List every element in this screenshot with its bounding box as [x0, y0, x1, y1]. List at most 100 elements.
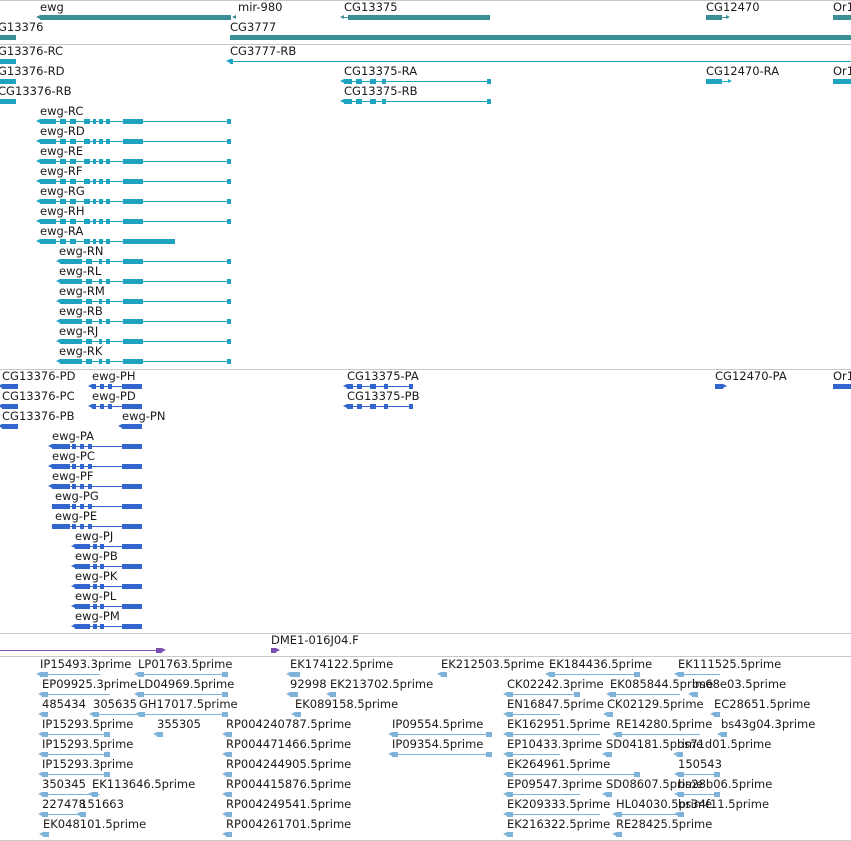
- est-glyph[interactable]: [222, 732, 232, 737]
- transcript-glyph[interactable]: [833, 79, 851, 84]
- est-glyph[interactable]: [674, 672, 720, 677]
- protein-glyph[interactable]: [71, 544, 142, 549]
- est-glyph[interactable]: [503, 752, 560, 757]
- est-glyph[interactable]: [545, 672, 640, 677]
- protein-glyph[interactable]: [118, 424, 142, 429]
- est-glyph[interactable]: [674, 812, 684, 817]
- est-glyph[interactable]: [134, 672, 228, 677]
- gene-glyph[interactable]: [706, 15, 730, 20]
- est-glyph[interactable]: [135, 712, 228, 717]
- est-glyph[interactable]: [88, 792, 98, 797]
- protein-glyph[interactable]: [71, 584, 142, 589]
- est-glyph[interactable]: [36, 672, 100, 677]
- est-glyph[interactable]: [222, 772, 232, 777]
- transcript-glyph[interactable]: [36, 239, 175, 244]
- protein-glyph[interactable]: [88, 384, 142, 389]
- est-glyph[interactable]: [503, 732, 600, 737]
- est-glyph[interactable]: [612, 832, 622, 837]
- est-glyph[interactable]: [39, 832, 49, 837]
- protein-glyph[interactable]: [71, 604, 142, 609]
- est-glyph[interactable]: [76, 812, 86, 817]
- transcript-glyph[interactable]: [706, 79, 732, 84]
- est-glyph[interactable]: [674, 772, 720, 777]
- protein-glyph[interactable]: [71, 624, 142, 629]
- est-glyph[interactable]: [326, 692, 336, 697]
- protein-glyph[interactable]: [343, 384, 413, 389]
- est-glyph[interactable]: [710, 712, 720, 717]
- gene-glyph[interactable]: [230, 35, 851, 40]
- transcript-glyph[interactable]: [56, 359, 231, 364]
- gene-glyph[interactable]: [0, 35, 16, 40]
- est-glyph[interactable]: [717, 732, 727, 737]
- transcript-glyph[interactable]: [36, 119, 231, 124]
- transcript-glyph[interactable]: [340, 79, 491, 84]
- est-glyph[interactable]: [222, 832, 232, 837]
- protein-glyph[interactable]: [88, 404, 142, 409]
- est-glyph[interactable]: [503, 712, 560, 717]
- est-glyph[interactable]: [612, 732, 700, 737]
- protein-glyph[interactable]: [343, 404, 413, 409]
- est-glyph[interactable]: [222, 752, 232, 757]
- gene-glyph[interactable]: [340, 15, 490, 20]
- est-glyph[interactable]: [38, 692, 110, 697]
- est-glyph[interactable]: [286, 672, 300, 677]
- est-glyph[interactable]: [38, 732, 110, 737]
- protein-glyph[interactable]: [0, 424, 18, 429]
- est-glyph[interactable]: [38, 792, 100, 797]
- protein-glyph[interactable]: [48, 464, 142, 469]
- clone-glyph[interactable]: [271, 648, 280, 653]
- transcript-glyph[interactable]: [56, 259, 231, 264]
- transcript-glyph[interactable]: [36, 159, 231, 164]
- est-glyph[interactable]: [388, 752, 492, 757]
- est-glyph[interactable]: [503, 772, 640, 777]
- est-glyph[interactable]: [38, 752, 110, 757]
- transcript-glyph[interactable]: [36, 199, 231, 204]
- clone-glyph[interactable]: [0, 648, 166, 653]
- protein-glyph[interactable]: [51, 504, 142, 509]
- est-glyph[interactable]: [602, 752, 612, 757]
- est-glyph[interactable]: [503, 832, 513, 837]
- est-glyph[interactable]: [674, 792, 720, 797]
- gene-glyph[interactable]: [833, 15, 851, 20]
- est-glyph[interactable]: [603, 712, 613, 717]
- transcript-glyph[interactable]: [0, 59, 16, 64]
- est-glyph[interactable]: [222, 792, 232, 797]
- est-glyph[interactable]: [286, 692, 298, 697]
- transcript-glyph[interactable]: [56, 339, 231, 344]
- est-glyph[interactable]: [437, 672, 447, 677]
- est-glyph[interactable]: [89, 712, 136, 717]
- protein-glyph[interactable]: [48, 484, 142, 489]
- gene-glyph[interactable]: [36, 15, 231, 20]
- protein-glyph[interactable]: [51, 524, 142, 529]
- transcript-glyph[interactable]: [340, 99, 491, 104]
- protein-glyph[interactable]: [0, 404, 18, 409]
- transcript-glyph[interactable]: [56, 299, 231, 304]
- est-glyph[interactable]: [503, 692, 580, 697]
- est-glyph[interactable]: [606, 692, 680, 697]
- transcript-glyph[interactable]: [36, 139, 231, 144]
- transcript-glyph[interactable]: [0, 79, 16, 84]
- est-glyph[interactable]: [222, 812, 232, 817]
- est-glyph[interactable]: [134, 692, 228, 697]
- est-glyph[interactable]: [388, 732, 492, 737]
- transcript-glyph[interactable]: [56, 319, 231, 324]
- protein-glyph[interactable]: [715, 384, 727, 389]
- protein-glyph[interactable]: [71, 564, 142, 569]
- protein-glyph[interactable]: [48, 444, 142, 449]
- est-glyph[interactable]: [503, 812, 600, 817]
- est-glyph[interactable]: [38, 812, 80, 817]
- transcript-glyph[interactable]: [36, 219, 231, 224]
- est-glyph[interactable]: [38, 772, 110, 777]
- est-glyph[interactable]: [38, 712, 48, 717]
- transcript-glyph[interactable]: [36, 179, 231, 184]
- gene-glyph[interactable]: [232, 15, 242, 20]
- transcript-glyph[interactable]: [56, 279, 231, 284]
- protein-glyph[interactable]: [833, 384, 851, 389]
- est-glyph[interactable]: [602, 792, 612, 797]
- transcript-glyph[interactable]: [0, 99, 16, 104]
- est-glyph[interactable]: [503, 792, 580, 797]
- est-glyph[interactable]: [688, 692, 698, 697]
- est-glyph[interactable]: [291, 712, 301, 717]
- est-glyph[interactable]: [153, 732, 163, 737]
- est-glyph[interactable]: [673, 752, 683, 757]
